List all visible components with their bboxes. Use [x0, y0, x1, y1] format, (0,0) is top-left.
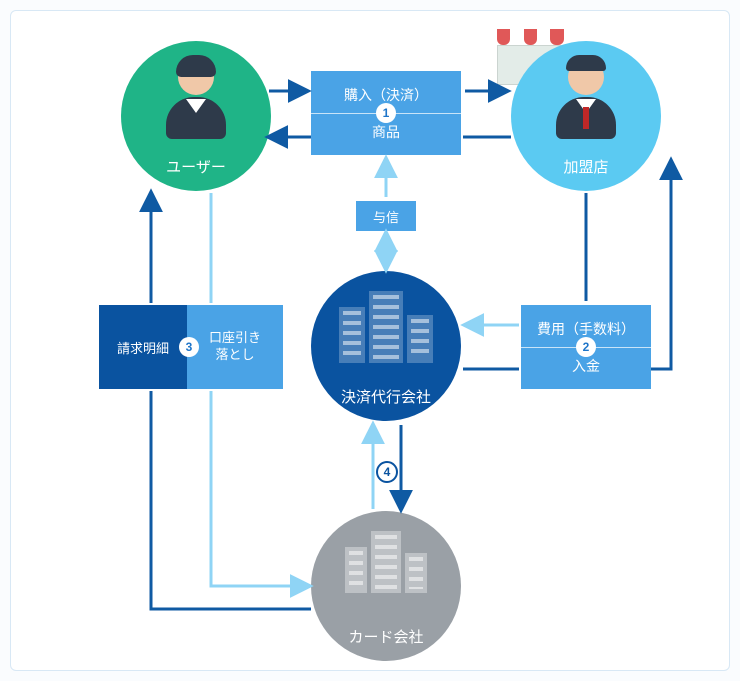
node-agent-label: 決済代行会社 — [341, 386, 431, 407]
box-statement-debit: 請求明細 3 口座引き落とし — [99, 305, 283, 389]
step-badge-3: 3 — [179, 337, 199, 357]
node-merchant-label: 加盟店 — [563, 156, 608, 177]
step-badge-1: 1 — [376, 103, 396, 123]
diagram-frame: ユーザー 加盟店 決済代行会社 カード会社 購入（決済） 1 商品 与信 費用（… — [10, 10, 730, 671]
node-user-label: ユーザー — [166, 156, 226, 177]
buildings-icon — [339, 291, 433, 363]
box3-left-label: 請求明細 — [99, 305, 187, 389]
box3-right-label: 口座引き落とし — [187, 305, 283, 389]
box-fee-deposit: 費用（手数料） 2 入金 — [521, 305, 651, 389]
node-user: ユーザー — [121, 41, 271, 191]
node-payment-agent: 決済代行会社 — [311, 271, 461, 421]
step-badge-4: 4 — [376, 461, 398, 483]
node-merchant: 加盟店 — [511, 41, 661, 191]
box-purchase-product: 購入（決済） 1 商品 — [311, 71, 461, 155]
step-badge-2: 2 — [576, 337, 596, 357]
buildings-icon — [345, 531, 427, 593]
credit-label: 与信 — [373, 207, 399, 226]
node-card-label: カード会社 — [348, 626, 423, 647]
user-person-icon — [161, 59, 231, 139]
box-credit: 与信 — [356, 201, 416, 231]
node-card-company: カード会社 — [311, 511, 461, 661]
merchant-person-icon — [551, 59, 621, 139]
